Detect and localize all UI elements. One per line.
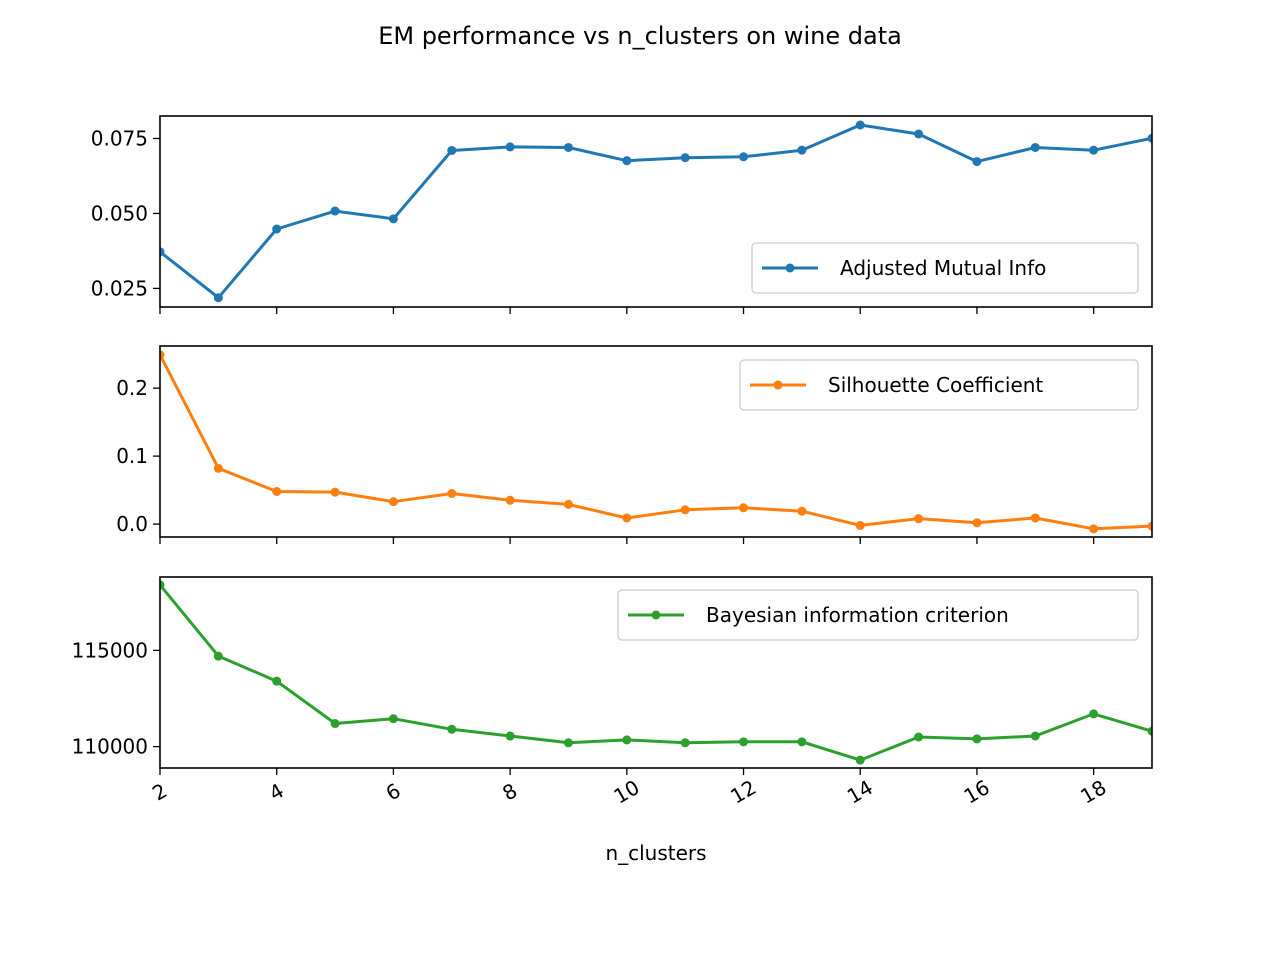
data-point [622,513,632,523]
series-line [160,583,1152,762]
data-point [914,129,924,139]
series-line [160,123,1152,300]
subplot-2: 0.0 0.1 0.2 Silhouette Coefficient [116,345,1153,544]
legend: Bayesian information criterion [617,589,1139,641]
y-tick-label: 0.075 [91,126,148,150]
data-point [160,247,165,257]
data-point [330,487,340,497]
series-1 [160,580,1152,765]
y-tick-label: 110000 [72,735,148,759]
x-axis-label: n_clusters [605,841,706,865]
y-tick-label: 0.025 [91,276,148,300]
data-point [680,153,690,163]
data-point [272,676,282,686]
data-point [914,514,924,524]
data-point [739,737,749,747]
data-point [972,157,982,167]
data-point [213,651,223,661]
data-point [563,142,573,152]
data-point [447,724,457,734]
data-point [388,497,398,507]
data-point [680,505,690,515]
legend-label: Silhouette Coefficient [828,373,1043,397]
data-point [447,145,457,155]
data-point [1147,133,1152,143]
legend-label: Adjusted Mutual Info [840,256,1046,280]
data-point [330,206,340,216]
series-1 [160,350,1152,534]
y-tick-label: 115000 [72,638,148,662]
data-point [1030,731,1040,741]
y-tick-label: 0.1 [116,444,148,468]
legend: Silhouette Coefficient [739,359,1139,411]
data-point [797,145,807,155]
legend: Adjusted Mutual Info [751,242,1139,294]
legend-box [617,589,1139,641]
data-point [1089,709,1099,719]
y-tick-label: 0.2 [116,376,148,400]
data-point [972,518,982,528]
data-point [622,735,632,745]
data-point [1030,142,1040,152]
data-point [914,732,924,742]
legend-marker [651,610,661,620]
data-point [213,293,223,303]
y-tick-label: 0.0 [116,512,148,536]
data-point [622,156,632,166]
data-point [855,755,865,765]
legend-label: Bayesian information criterion [706,603,1009,627]
data-point [563,499,573,509]
axes-frame [159,115,1153,308]
axes-frame [159,345,1153,538]
series-line [160,354,1152,531]
data-point [739,152,749,162]
data-point [505,495,515,505]
y-tick-label: 0.050 [91,201,148,225]
data-point [1089,145,1099,155]
data-point [388,714,398,724]
legend-box [739,359,1139,411]
data-point [1089,524,1099,534]
data-point [797,506,807,516]
data-point [213,463,223,473]
data-point [447,488,457,498]
data-point [272,486,282,496]
data-point [797,737,807,747]
data-point [739,503,749,513]
figure-title: EM performance vs n_clusters on wine dat… [378,22,902,50]
data-point [855,520,865,530]
data-point [1147,726,1152,736]
axes-frame [159,576,1153,769]
data-point [330,719,340,729]
data-point [680,738,690,748]
data-point [855,120,865,130]
data-point [972,734,982,744]
data-point [1147,521,1152,531]
data-point [160,580,165,590]
data-point [563,738,573,748]
data-point [160,350,165,360]
data-point [272,224,282,234]
series-1 [160,120,1152,303]
data-point [1030,513,1040,523]
legend-marker [785,263,795,273]
data-point [388,214,398,224]
legend-marker [773,380,783,390]
data-point [505,142,515,152]
subplot-1: 0.025 0.050 0.075 Adjusted Mutual Info [91,115,1153,314]
legend-box [751,242,1139,294]
data-point [505,731,515,741]
